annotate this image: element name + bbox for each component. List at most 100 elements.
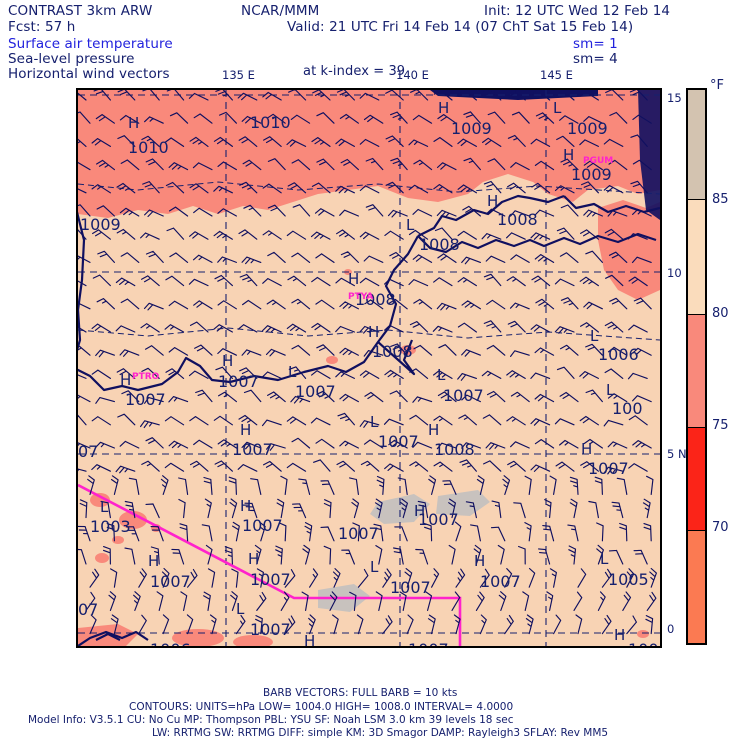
map-canvas — [78, 90, 660, 646]
wind-barb — [603, 138, 624, 147]
wind-barb — [292, 503, 307, 519]
pressure-center-marker: L — [370, 413, 379, 431]
wind-barb — [632, 208, 652, 217]
wind-barb — [244, 502, 258, 519]
wind-barb — [349, 591, 357, 611]
wind-barb — [85, 591, 96, 611]
colorbar-tick-80: 80 — [712, 306, 729, 321]
wind-barb — [165, 275, 185, 287]
wind-barb — [144, 345, 164, 356]
wind-barb — [287, 182, 307, 194]
wind-barb — [513, 502, 526, 519]
wind-barb — [408, 184, 429, 194]
wind-barb — [141, 460, 160, 472]
wind-barb — [463, 157, 481, 171]
wind-barb — [262, 230, 282, 240]
wind-barb — [363, 439, 384, 449]
wind-barb — [560, 297, 579, 310]
wind-barb — [437, 391, 457, 403]
wind-barb — [179, 523, 189, 542]
wind-barb — [96, 159, 115, 171]
wind-barb — [510, 254, 530, 263]
wind-barb — [608, 159, 628, 171]
wind-barb — [164, 324, 185, 333]
wind-barb — [481, 233, 502, 240]
wind-barb — [554, 326, 575, 334]
wind-barb — [530, 372, 551, 379]
wind-barb — [457, 373, 477, 381]
wind-barb — [213, 324, 233, 333]
wind-barb — [256, 568, 264, 588]
pressure-center-marker: L — [406, 216, 415, 234]
wind-barb — [78, 548, 87, 565]
wind-barb — [311, 137, 331, 147]
wind-barb — [605, 274, 624, 287]
pressure-center-marker: L — [288, 363, 297, 381]
pressure-center-marker: L — [100, 498, 109, 516]
wind-barb — [359, 325, 380, 334]
map-plot-panel[interactable]: H 1010 1010 H 1009 L 1009 H 1009 H 1008 L 1008 1009 H 1… — [76, 88, 662, 648]
wind-barb — [116, 368, 136, 379]
wind-barb — [168, 300, 189, 310]
wind-barb — [110, 475, 119, 495]
wind-barb — [78, 161, 91, 171]
wind-barb — [601, 568, 612, 588]
wind-barb — [413, 344, 433, 356]
wind-barb — [89, 614, 97, 635]
forecast-hour: Fcst: 57 h — [8, 19, 76, 35]
wind-barb — [603, 419, 624, 427]
wind-barb — [524, 475, 532, 495]
wind-barb — [263, 136, 282, 147]
wind-barb — [579, 139, 599, 147]
wind-barb — [457, 277, 477, 287]
wind-barb — [643, 523, 652, 542]
wind-barb — [280, 591, 290, 611]
wind-barb — [141, 367, 160, 379]
wind-barb — [485, 442, 506, 450]
colorbar[interactable] — [686, 88, 707, 645]
wind-barb — [336, 460, 355, 472]
wind-barb — [400, 498, 408, 519]
wind-barb — [169, 112, 189, 124]
wind-barb — [267, 204, 286, 217]
wind-barb — [291, 252, 311, 263]
wind-barb — [556, 366, 575, 379]
wind-barb — [382, 568, 392, 588]
wind-barb — [394, 526, 408, 542]
wind-barb — [213, 136, 233, 147]
wind-barb — [357, 568, 369, 588]
wind-barbs — [78, 90, 657, 635]
wind-barb — [188, 92, 209, 101]
pressure-value-label: 1010 — [128, 138, 169, 157]
wind-barb — [363, 350, 384, 358]
wind-barb — [560, 158, 579, 171]
wind-barb — [215, 90, 233, 101]
wind-barb — [242, 159, 262, 171]
wind-barb — [384, 369, 404, 379]
wind-barb — [531, 275, 551, 287]
smoothing-temperature: sm= 1 — [573, 36, 618, 52]
wind-barb — [87, 475, 95, 495]
wind-barb — [168, 440, 189, 449]
wind-barb — [335, 138, 355, 147]
wind-barb — [189, 231, 209, 240]
wind-barb — [554, 418, 575, 426]
wind-barb — [451, 591, 461, 611]
field-label-pressure: Sea-level pressure — [8, 51, 135, 67]
init-time: Init: 12 UTC Wed 12 Feb 14 — [484, 3, 671, 19]
wind-barb — [329, 591, 338, 611]
wind-barb — [461, 300, 481, 310]
pressure-value-label: 1009 — [567, 119, 608, 138]
wind-barb — [388, 439, 408, 449]
wind-barb — [486, 299, 506, 310]
wind-barb — [262, 325, 282, 333]
wind-barb — [609, 111, 628, 124]
valid-time: Valid: 21 UTC Fri 14 Feb 14 (07 ChT Sat … — [287, 19, 634, 35]
wind-barb — [375, 591, 383, 611]
wind-barb — [531, 182, 551, 194]
wind-barb — [92, 274, 111, 287]
pressure-value-label: 1007 — [480, 572, 521, 591]
wind-barb — [510, 441, 530, 449]
wind-barb — [457, 322, 477, 333]
wind-barb — [217, 300, 237, 310]
